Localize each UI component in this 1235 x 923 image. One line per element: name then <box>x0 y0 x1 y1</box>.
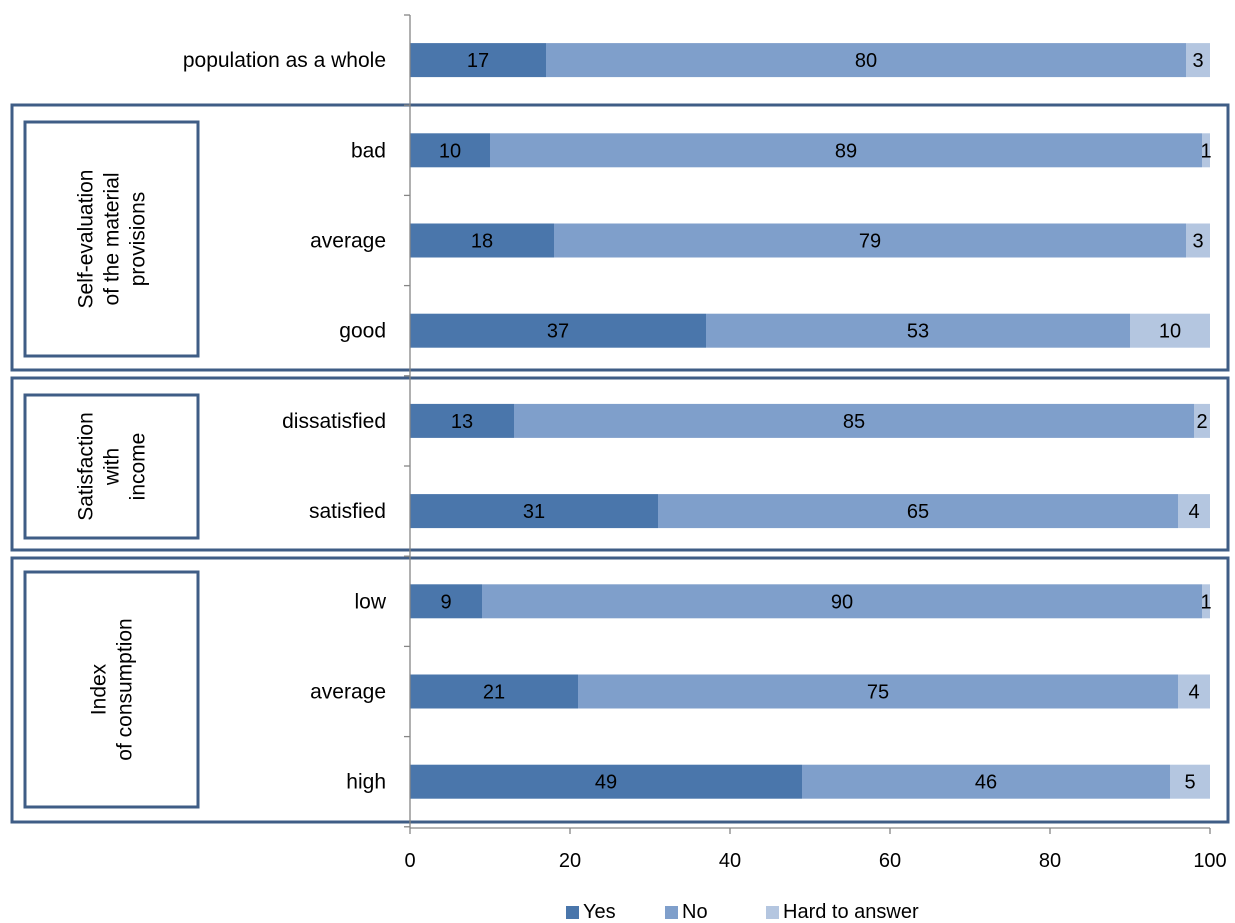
category-label-high: high <box>346 771 386 794</box>
data-label-no: 53 <box>907 321 929 343</box>
data-label-hard-to-answer: 2 <box>1196 411 1207 433</box>
category-label-average: average <box>310 681 386 704</box>
data-label-hard-to-answer: 1 <box>1200 591 1211 613</box>
legend-label-no: No <box>682 901 708 923</box>
data-label-yes: 21 <box>483 682 505 704</box>
data-label-hard-to-answer: 3 <box>1192 50 1203 72</box>
data-label-yes: 10 <box>439 140 461 162</box>
group-label-box-3 <box>25 572 198 807</box>
data-label-yes: 18 <box>471 231 493 253</box>
x-tick-label: 60 <box>879 850 901 872</box>
data-label-no: 46 <box>975 772 997 794</box>
x-tick-label: 0 <box>404 850 415 872</box>
category-label-dissatisfied: dissatisfied <box>282 410 386 433</box>
x-tick-label: 20 <box>559 850 581 872</box>
data-label-no: 85 <box>843 411 865 433</box>
data-label-yes: 31 <box>523 501 545 523</box>
group-boxes: Self-evaluation of the material provisions… <box>12 105 1228 822</box>
data-label-hard-to-answer: 5 <box>1184 772 1195 794</box>
category-label-population-as-a-whole: population as a whole <box>183 49 386 72</box>
group-label-line: Satisfaction <box>75 412 98 521</box>
data-label-yes: 37 <box>547 321 569 343</box>
data-label-hard-to-answer: 4 <box>1188 682 1199 704</box>
data-label-hard-to-answer: 3 <box>1192 231 1203 253</box>
group-label-line: of consumption <box>114 618 137 760</box>
group-label-line: provisions <box>127 192 150 287</box>
data-label-yes: 17 <box>467 50 489 72</box>
category-label-good: good <box>339 320 386 343</box>
category-labels: population as a whole bad average good dissa… <box>183 49 387 794</box>
x-tick-label: 80 <box>1039 850 1061 872</box>
data-label-hard-to-answer: 1 <box>1200 140 1211 162</box>
legend: Yes No Hard to answer <box>566 901 919 923</box>
category-label-bad: bad <box>351 139 386 162</box>
group-label-line: Index <box>88 663 111 715</box>
legend-label-yes: Yes <box>583 901 616 923</box>
data-label-hard-to-answer: 10 <box>1159 321 1181 343</box>
legend-swatch-no <box>665 906 678 919</box>
data-label-no: 90 <box>831 591 853 613</box>
group-label-1: Self-evaluation of the material provisions <box>75 170 150 309</box>
data-label-hard-to-answer: 4 <box>1188 501 1199 523</box>
category-label-average: average <box>310 230 386 253</box>
group-label-3: Index of consumption <box>88 618 137 760</box>
data-label-yes: 13 <box>451 411 473 433</box>
data-label-no: 89 <box>835 140 857 162</box>
x-tick-label: 40 <box>719 850 741 872</box>
group-label-line: with <box>101 448 124 486</box>
x-tick-label: 100 <box>1193 850 1226 872</box>
data-label-no: 75 <box>867 682 889 704</box>
data-label-no: 80 <box>855 50 877 72</box>
group-label-line: income <box>127 433 150 501</box>
data-label-yes: 49 <box>595 772 617 794</box>
data-label-no: 79 <box>859 231 881 253</box>
group-label-line: of the material <box>101 172 124 305</box>
data-label-yes: 9 <box>440 591 451 613</box>
legend-swatch-hard-to-answer <box>766 906 779 919</box>
group-label-2: Satisfaction with income <box>75 412 150 521</box>
legend-swatch-yes <box>566 906 579 919</box>
data-label-no: 65 <box>907 501 929 523</box>
legend-label-hard-to-answer: Hard to answer <box>783 901 919 923</box>
category-label-low: low <box>354 590 386 613</box>
group-label-line: Self-evaluation <box>75 170 98 309</box>
category-label-satisfied: satisfied <box>309 500 386 523</box>
